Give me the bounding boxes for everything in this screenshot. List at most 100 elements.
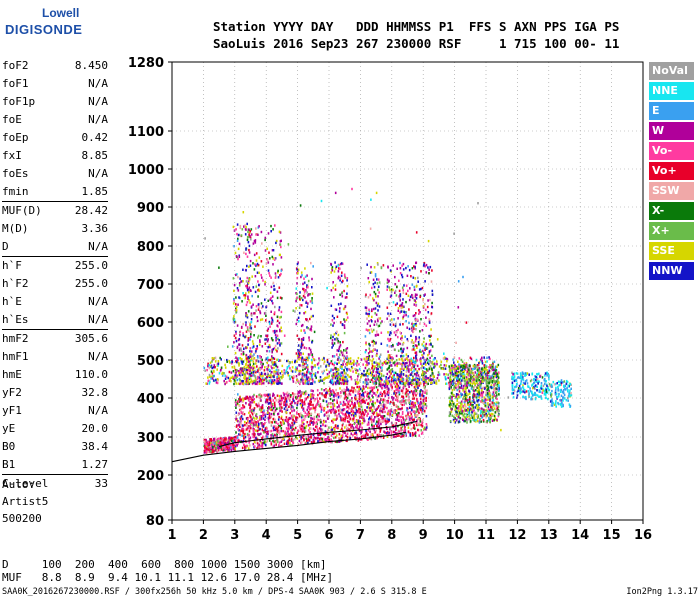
echo-point (368, 416, 371, 419)
echo-point (245, 368, 248, 372)
echo-point (408, 406, 411, 409)
echo-point (346, 437, 349, 441)
echo-point (382, 362, 385, 365)
echo-point (342, 408, 345, 411)
echo-point (260, 441, 263, 444)
echo-point (405, 395, 408, 398)
echo-point (264, 440, 266, 443)
echo-point (413, 327, 415, 330)
param-label: foE (2, 113, 22, 126)
echo-point (431, 293, 434, 296)
echo-point (313, 406, 315, 410)
echo-point (303, 277, 305, 280)
echo-point (389, 357, 392, 360)
echo-point (280, 423, 283, 427)
echo-point (253, 393, 255, 397)
echo-point (235, 404, 237, 407)
echo-point (209, 365, 212, 368)
echo-point (245, 397, 247, 400)
echo-point (397, 309, 400, 312)
echo-point (377, 309, 379, 312)
echo-point (359, 404, 362, 407)
echo-point (421, 407, 423, 410)
echo-point (250, 416, 252, 419)
echo-point (373, 285, 376, 289)
echo-point (359, 416, 361, 419)
echo-point (367, 352, 370, 355)
echo-point (249, 323, 251, 326)
echo-point (367, 395, 370, 398)
echo-point (280, 256, 283, 259)
echo-point (259, 360, 262, 363)
echo-point (261, 424, 263, 427)
echo-point (352, 427, 355, 430)
echo-point (386, 417, 388, 420)
echo-point (401, 286, 404, 289)
echo-point (333, 321, 335, 325)
echo-point (307, 413, 309, 417)
echo-point (295, 436, 297, 439)
echo-point (383, 415, 386, 418)
echo-point (212, 448, 214, 452)
echo-point (358, 394, 361, 397)
echo-point (298, 394, 300, 397)
echo-point (414, 267, 416, 270)
echo-point (246, 301, 249, 304)
echo-point (249, 338, 251, 341)
echo-point (393, 392, 395, 395)
echo-point (286, 408, 289, 411)
echo-point (248, 373, 250, 376)
echo-point (348, 420, 350, 424)
echo-point (456, 379, 458, 382)
echo-point (396, 362, 399, 365)
echo-point (300, 343, 303, 346)
echo-point (386, 435, 389, 438)
echo-point (394, 385, 397, 388)
echo-point (412, 276, 415, 279)
echo-point (362, 417, 364, 420)
echo-point (374, 312, 376, 315)
echo-point (292, 378, 294, 382)
echo-point (272, 339, 274, 342)
echo-point (393, 403, 395, 407)
echo-point (399, 370, 401, 373)
echo-point (288, 433, 291, 437)
echo-point (424, 361, 426, 364)
echo-point (301, 380, 304, 383)
echo-point (399, 267, 402, 270)
param-value: N/A (88, 113, 108, 126)
echo-point (316, 425, 318, 428)
echo-point (272, 249, 275, 252)
echo-point (425, 263, 428, 267)
echo-point (268, 439, 271, 442)
echo-point (374, 437, 376, 440)
echo-point (300, 353, 302, 356)
echo-point (239, 226, 242, 230)
echo-point (303, 281, 306, 284)
echo-point (345, 380, 348, 383)
echo-point (338, 375, 341, 378)
echo-point (415, 335, 417, 339)
echo-point (270, 230, 272, 233)
echo-point (242, 399, 245, 402)
echo-point (415, 351, 418, 354)
echo-point (315, 426, 318, 430)
echo-point (304, 331, 306, 334)
echo-point (279, 404, 282, 408)
echo-point (252, 354, 254, 358)
echo-point (216, 441, 219, 445)
echo-point (431, 289, 434, 293)
echo-point (342, 361, 344, 365)
echo-point (416, 400, 419, 403)
echo-point (235, 415, 237, 418)
echo-point (297, 352, 300, 355)
echo-point (221, 448, 223, 451)
echo-point (332, 394, 335, 397)
echo-point (293, 432, 295, 435)
echo-point (301, 399, 303, 402)
echo-point (425, 368, 428, 371)
echo-point (222, 442, 225, 445)
echo-point (352, 390, 354, 393)
echo-point (265, 334, 267, 337)
echo-point (418, 434, 420, 437)
